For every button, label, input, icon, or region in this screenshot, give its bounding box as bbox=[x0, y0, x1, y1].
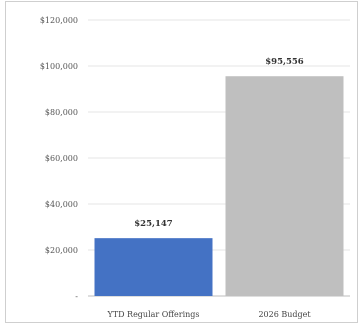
category-labels: YTD Regular Offerings 2026 Budget bbox=[106, 310, 311, 319]
category-label: YTD Regular Offerings bbox=[106, 310, 199, 319]
data-label: $25,147 bbox=[134, 219, 173, 229]
y-tick-label: $40,000 bbox=[45, 200, 78, 209]
y-tick-label: $60,000 bbox=[45, 154, 78, 163]
y-tick-label: - bbox=[75, 292, 78, 301]
y-tick-label: $100,000 bbox=[40, 62, 78, 71]
y-tick-label: $120,000 bbox=[40, 16, 78, 25]
category-label: 2026 Budget bbox=[258, 310, 311, 319]
bar bbox=[94, 238, 213, 296]
y-tick-label: $20,000 bbox=[45, 246, 78, 255]
y-axis-ticks: - $20,000 $40,000 $60,000 $80,000 $100,000 $12… bbox=[40, 16, 78, 301]
data-labels: $25,147 $95,556 bbox=[134, 57, 304, 229]
bar bbox=[225, 76, 344, 297]
data-label: $95,556 bbox=[265, 57, 304, 67]
bars bbox=[94, 76, 344, 297]
y-tick-label: $80,000 bbox=[45, 108, 78, 117]
